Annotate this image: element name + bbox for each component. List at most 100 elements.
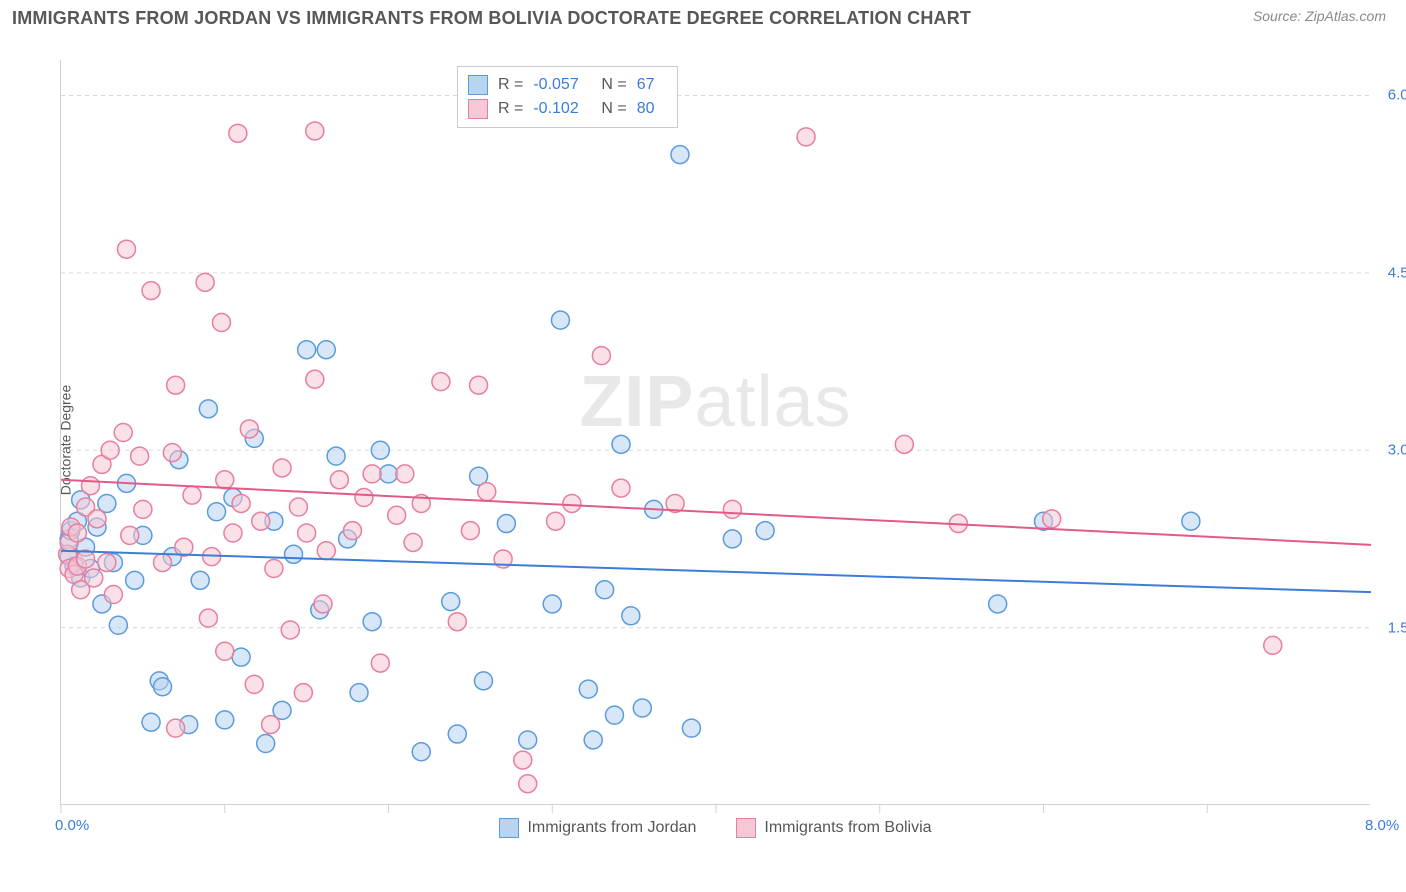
data-point: [723, 530, 741, 548]
data-point: [895, 435, 913, 453]
legend-swatch-bolivia: [736, 818, 756, 838]
data-point: [109, 616, 127, 634]
data-point: [281, 621, 299, 639]
data-point: [240, 420, 258, 438]
data-point: [262, 716, 280, 734]
data-point: [592, 347, 610, 365]
stat-row-bolivia: R =-0.102N =80: [468, 97, 667, 121]
chart-title: IMMIGRANTS FROM JORDAN VS IMMIGRANTS FRO…: [12, 8, 971, 29]
data-point: [355, 489, 373, 507]
scatter-plot-svg: [61, 60, 1370, 804]
y-tick-label: 4.5%: [1388, 264, 1406, 281]
data-point: [797, 128, 815, 146]
data-point: [298, 341, 316, 359]
r-value: -0.057: [533, 73, 591, 97]
data-point: [432, 373, 450, 391]
data-point: [343, 522, 361, 540]
data-point: [232, 648, 250, 666]
legend-item-bolivia: Immigrants from Bolivia: [736, 818, 931, 838]
data-point: [252, 512, 270, 530]
data-point: [118, 240, 136, 258]
y-tick-label: 1.5%: [1388, 619, 1406, 636]
data-point: [98, 554, 116, 572]
data-point: [163, 444, 181, 462]
data-point: [547, 512, 565, 530]
data-point: [317, 341, 335, 359]
data-point: [229, 124, 247, 142]
data-point: [81, 477, 99, 495]
data-point: [216, 471, 234, 489]
data-point: [514, 751, 532, 769]
legend-label-jordan: Immigrants from Jordan: [527, 819, 696, 837]
y-tick-label: 3.0%: [1388, 442, 1406, 459]
data-point: [314, 595, 332, 613]
y-tick-label: 6.0%: [1388, 87, 1406, 104]
data-point: [289, 498, 307, 516]
n-value: 67: [637, 73, 667, 97]
data-point: [633, 699, 651, 717]
data-point: [622, 607, 640, 625]
data-point: [404, 533, 422, 551]
data-point: [101, 441, 119, 459]
swatch-bolivia: [468, 99, 488, 119]
data-point: [68, 524, 86, 542]
data-point: [306, 122, 324, 140]
data-point: [363, 465, 381, 483]
data-point: [612, 479, 630, 497]
data-point: [551, 311, 569, 329]
legend-item-jordan: Immigrants from Jordan: [499, 818, 696, 838]
data-point: [245, 675, 263, 693]
data-point: [77, 550, 95, 568]
data-point: [196, 273, 214, 291]
data-point: [584, 731, 602, 749]
data-point: [142, 713, 160, 731]
data-point: [380, 465, 398, 483]
data-point: [371, 654, 389, 672]
data-point: [671, 146, 689, 164]
data-point: [470, 376, 488, 394]
data-point: [142, 282, 160, 300]
data-point: [1182, 512, 1200, 530]
data-point: [682, 719, 700, 737]
data-point: [442, 593, 460, 611]
data-point: [294, 684, 312, 702]
data-point: [114, 424, 132, 442]
data-point: [1264, 636, 1282, 654]
data-point: [285, 545, 303, 563]
data-point: [543, 595, 561, 613]
data-point: [298, 524, 316, 542]
data-point: [208, 503, 226, 521]
data-point: [216, 642, 234, 660]
n-label: N =: [601, 97, 626, 121]
data-point: [350, 684, 368, 702]
data-point: [88, 510, 106, 528]
legend-swatch-jordan: [499, 818, 519, 838]
data-point: [989, 595, 1007, 613]
data-point: [448, 725, 466, 743]
data-point: [85, 569, 103, 587]
data-point: [167, 376, 185, 394]
x-tick-label: 0.0%: [55, 817, 89, 834]
data-point: [756, 522, 774, 540]
data-point: [183, 486, 201, 504]
data-point: [257, 735, 275, 753]
data-point: [723, 500, 741, 518]
data-point: [327, 447, 345, 465]
data-point: [612, 435, 630, 453]
data-point: [388, 506, 406, 524]
data-point: [265, 559, 283, 577]
plot-container: Doctorate Degree ZIPatlas R =-0.057N =67…: [48, 50, 1394, 830]
data-point: [317, 542, 335, 560]
data-point: [199, 609, 217, 627]
data-point: [191, 571, 209, 589]
r-label: R =: [498, 73, 523, 97]
data-point: [154, 678, 172, 696]
data-point: [273, 459, 291, 477]
data-point: [167, 719, 185, 737]
data-point: [478, 483, 496, 501]
chart-area: ZIPatlas R =-0.057N =67R =-0.102N =80 Im…: [60, 60, 1370, 805]
data-point: [363, 613, 381, 631]
n-label: N =: [601, 73, 626, 97]
trend-line-jordan: [61, 551, 1371, 592]
data-point: [232, 494, 250, 512]
